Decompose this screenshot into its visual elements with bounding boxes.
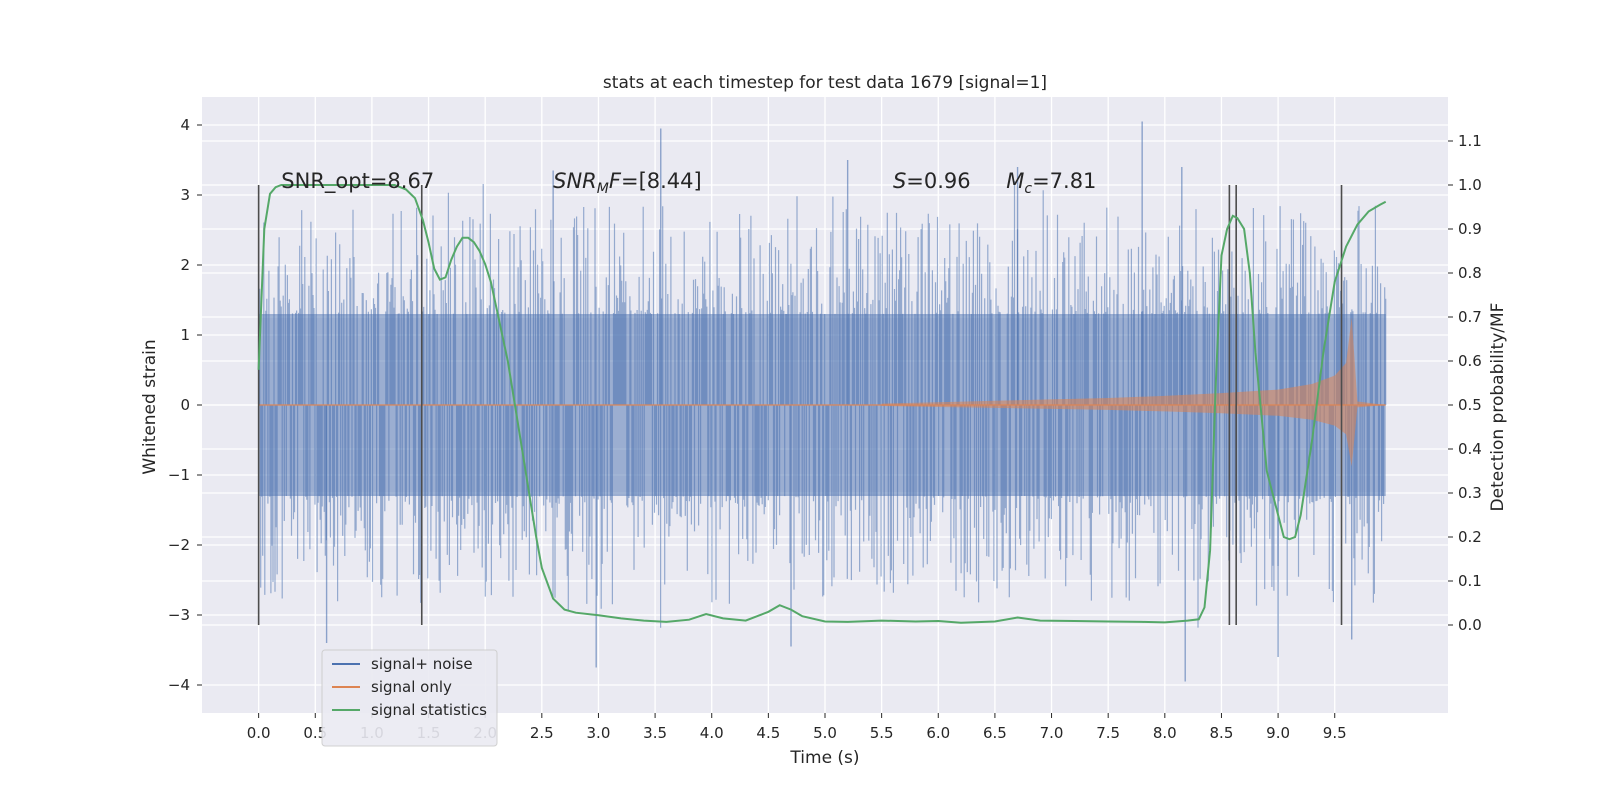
annotation-value: =[8.44]: [621, 169, 702, 193]
annotation-sub: c: [1024, 181, 1032, 197]
y-tick-label: 1: [180, 326, 190, 344]
annotation-main: S: [893, 169, 906, 193]
chart-title: stats at each timestep for test data 167…: [603, 73, 1047, 93]
y2-tick-label: 1.1: [1458, 132, 1482, 150]
annotation-tail: F: [609, 169, 622, 193]
y2-tick-label: 0.1: [1458, 572, 1482, 590]
x-tick-label: 0.0: [247, 724, 271, 742]
annotation-3: Mc=7.81: [1006, 169, 1096, 197]
annotation-2: S=0.96: [893, 169, 971, 193]
annotation-main: SNR_opt=8.67: [281, 169, 434, 194]
y-axis-ticks: 4 3 2 1 0 −1 −2 −3 −4: [168, 116, 202, 694]
signal-envelope: [881, 317, 1386, 467]
x-tick-label: 4.0: [700, 724, 724, 742]
y-tick-label: −2: [168, 536, 190, 554]
y2-tick-label: 0.8: [1458, 264, 1482, 282]
annotation-tail: =0.96: [906, 169, 970, 193]
x-tick-label: 9.5: [1323, 724, 1347, 742]
legend-label-signal-statistics: signal statistics: [371, 701, 487, 719]
y2-tick-label: 0.6: [1458, 352, 1482, 370]
x-tick-label: 5.5: [870, 724, 894, 742]
annotations: SNR_opt=8.67 SNRMF=[8.44] S=0.96 Mc=7.81: [281, 169, 1096, 197]
x-tick-label: 3.0: [587, 724, 611, 742]
annotation-tail: =7.81: [1032, 169, 1096, 193]
y2-tick-label: 0.5: [1458, 396, 1482, 414]
y2-tick-label: 0.2: [1458, 528, 1482, 546]
x-tick-label: 5.0: [813, 724, 837, 742]
x-tick-label: 8.5: [1210, 724, 1234, 742]
y-tick-label: −4: [168, 676, 190, 694]
x-tick-label: 3.5: [643, 724, 667, 742]
x-axis-title: Time (s): [789, 748, 859, 768]
y2-tick-label: 0.9: [1458, 220, 1482, 238]
series-signal-statistics: [257, 184, 1387, 624]
legend-label-signal-only: signal only: [371, 678, 452, 696]
y2-axis-ticks: 1.1 1.0 0.9 0.8 0.7 0.6 0.5 0.4 0.3 0.2 0.1 0.0: [1448, 132, 1482, 634]
y-tick-label: −3: [168, 606, 190, 624]
annotation-0: SNR_opt=8.67: [281, 169, 434, 194]
x-tick-label: 9.0: [1266, 724, 1290, 742]
x-tick-label: 4.5: [756, 724, 780, 742]
y-tick-label: −1: [168, 466, 190, 484]
legend: signal+ noise signal only signal statist…: [321, 649, 498, 747]
y2-tick-label: 0.0: [1458, 616, 1482, 634]
y-tick-label: 4: [180, 116, 190, 134]
statistics-line: [257, 184, 1387, 624]
series-signal-only: [258, 317, 1386, 467]
vertical-markers: [257, 185, 1343, 625]
y-tick-label: 0: [180, 396, 190, 414]
y-axis-title: Whitened strain: [140, 339, 160, 474]
y2-axis-title: Detection probability/MF: [1488, 303, 1508, 512]
x-tick-label: 7.5: [1096, 724, 1120, 742]
x-tick-label: 8.0: [1153, 724, 1177, 742]
x-tick-label: 2.5: [530, 724, 554, 742]
y2-tick-label: 0.4: [1458, 440, 1482, 458]
y2-tick-label: 0.7: [1458, 308, 1482, 326]
x-tick-label: 6.5: [983, 724, 1007, 742]
x-tick-label: 0.5: [303, 724, 327, 742]
y-tick-label: 3: [180, 186, 190, 204]
annotation-sub: M: [597, 181, 609, 197]
y-tick-label: 2: [180, 256, 190, 274]
x-tick-label: 6.0: [926, 724, 950, 742]
x-tick-label: 7.0: [1040, 724, 1064, 742]
y2-tick-label: 0.3: [1458, 484, 1482, 502]
annotation-main: SNR: [553, 169, 597, 193]
legend-box: [321, 649, 498, 747]
annotation-1: SNRMF=[8.44]: [553, 169, 702, 197]
y2-tick-label: 1.0: [1458, 176, 1482, 194]
annotation-main: M: [1006, 169, 1024, 193]
legend-label-signal-noise: signal+ noise: [371, 655, 473, 673]
